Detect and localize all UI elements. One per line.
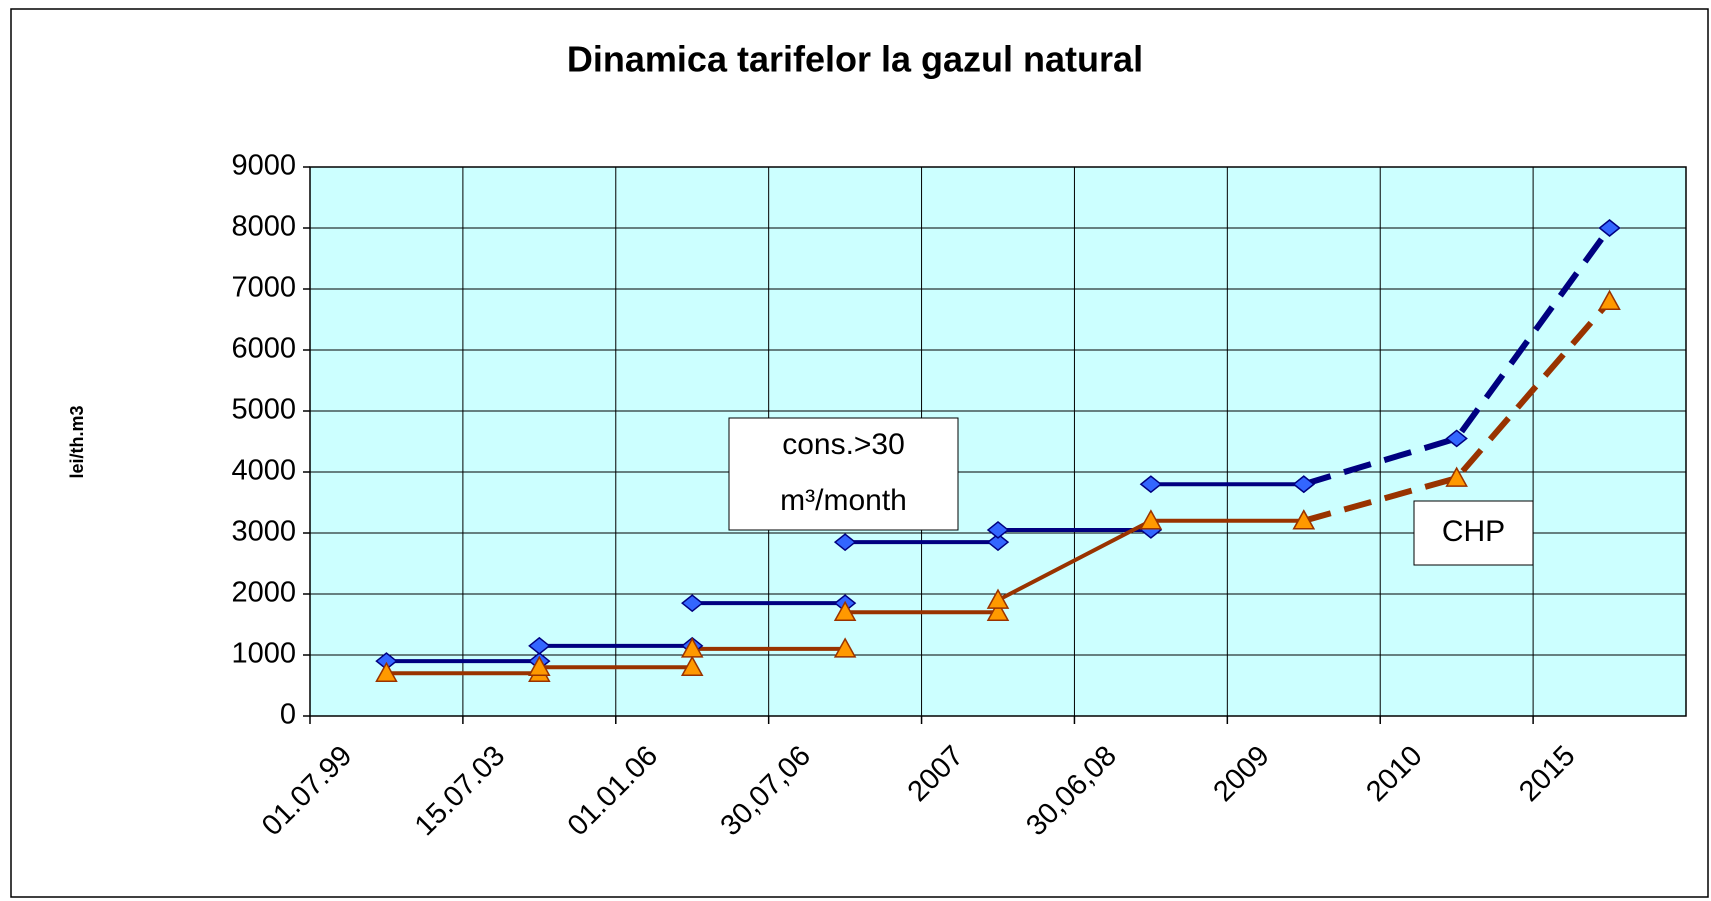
data-point — [528, 655, 551, 676]
y-tick-label: 1000 — [231, 638, 296, 670]
data-point — [1292, 475, 1315, 494]
plot-area — [309, 166, 1687, 717]
data-point — [986, 600, 1010, 622]
y-tick-label: 6000 — [231, 333, 296, 365]
data-point — [680, 655, 704, 676]
data-point — [833, 637, 857, 658]
data-point — [833, 600, 857, 622]
data-point — [1445, 429, 1468, 448]
y-tick-label: 4000 — [231, 455, 296, 487]
y-tick-label: 7000 — [231, 272, 296, 304]
data-point — [1139, 475, 1163, 494]
annotation-text: cons.>30 — [782, 428, 905, 461]
data-point — [680, 637, 704, 658]
annotation-text: CHP — [1442, 515, 1505, 548]
y-tick-label: 0 — [280, 699, 296, 731]
data-point — [986, 588, 1010, 609]
annotation-text: m³/month — [780, 484, 907, 517]
y-tick-label: 2000 — [231, 577, 296, 609]
data-point — [1598, 289, 1621, 310]
y-axis-label: lei/th.m3 — [67, 405, 87, 478]
data-point — [1139, 509, 1163, 530]
data-point — [528, 636, 551, 655]
annotation-box — [728, 417, 959, 531]
chart-title: Dinamica tarifelor la gazul natural — [567, 39, 1143, 80]
y-tick-label: 5000 — [231, 394, 296, 426]
series-line — [1302, 299, 1612, 524]
data-point — [1292, 509, 1316, 530]
data-point — [1445, 466, 1468, 487]
series-line — [1302, 226, 1612, 488]
data-point — [375, 661, 398, 683]
data-point — [986, 520, 1010, 539]
y-tick-label: 8000 — [231, 211, 296, 243]
data-point — [833, 533, 857, 552]
data-point — [986, 533, 1010, 552]
y-tick-label: 9000 — [231, 150, 296, 182]
annotation-box — [1413, 500, 1534, 566]
data-point — [681, 594, 704, 613]
data-point — [1598, 219, 1621, 237]
y-tick-label: 3000 — [231, 516, 296, 548]
